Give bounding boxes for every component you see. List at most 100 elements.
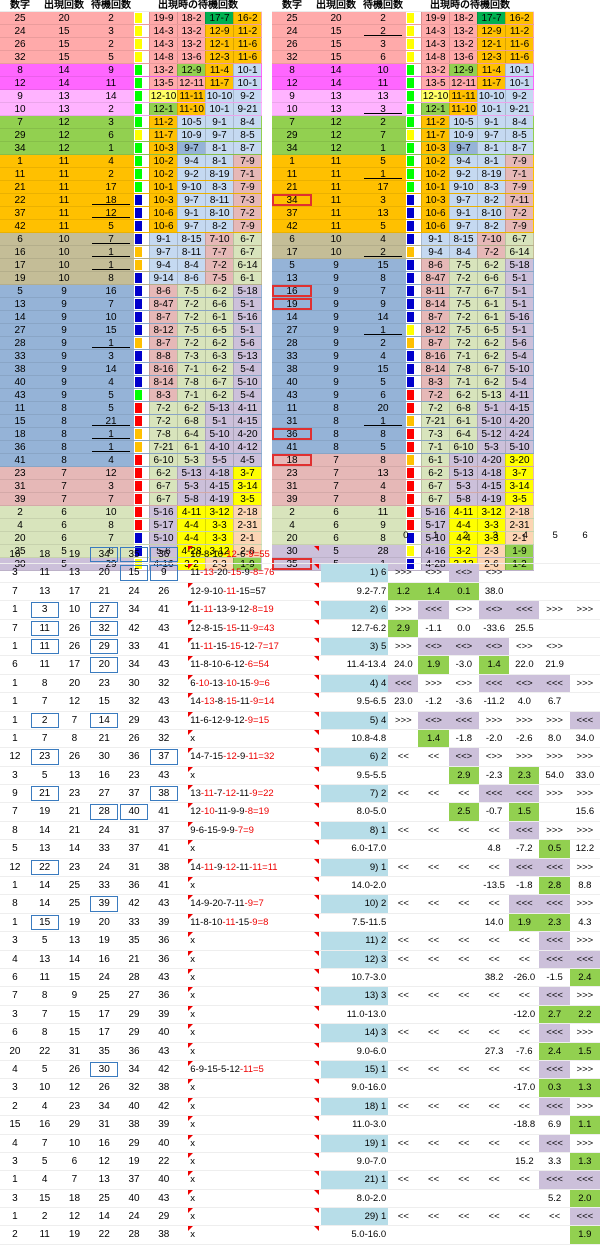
cell-gap	[415, 311, 421, 323]
bottom-grid-cell: -3.0	[455, 659, 473, 671]
cell-wait: 2	[108, 169, 114, 180]
bottom-num: 23	[30, 748, 60, 765]
cell-hist: 8-1	[205, 142, 233, 154]
cell-appear: 15	[330, 39, 342, 50]
bottom-num: 15	[30, 914, 60, 931]
cell-num: 38	[14, 364, 26, 375]
cell-hist: 2-6	[233, 545, 261, 557]
status-swatch	[134, 506, 143, 518]
bottom-num: 10	[39, 1082, 51, 1094]
left-row: 2 6 10 5-16 4-11 3-12 2-18	[0, 506, 262, 519]
cell-hist: 9-1	[149, 233, 177, 245]
bottom-num: 34	[128, 1063, 140, 1075]
bottom-grid-cell: -1.5	[546, 971, 563, 983]
cell-gap	[143, 129, 149, 141]
cell-wait: 3	[108, 481, 114, 492]
cell-wait: 18	[88, 194, 134, 206]
bottom-gap	[179, 712, 189, 729]
header-appear: 出現回数	[44, 0, 84, 11]
cell-hist: 6-1	[477, 298, 505, 310]
seq-part: -6	[200, 714, 209, 726]
bottom-grid-cell: <<<	[539, 987, 570, 1005]
bottom-seq: 11-11-13-9-12-8=19	[188, 601, 321, 618]
bottom-num: 2	[12, 1229, 18, 1241]
bottom-gap	[179, 1079, 189, 1096]
seq-part: -8	[200, 659, 209, 671]
cell-hist: 5-13	[177, 467, 205, 479]
seq-part: -11	[214, 806, 228, 818]
cell-appear: 8	[61, 455, 67, 466]
bottom-grid-cell: 2.0	[569, 1189, 600, 1208]
bottom-num: 43	[158, 971, 170, 983]
bottom-grid-cell: >>>	[576, 935, 594, 947]
bottom-num: 7	[71, 1174, 78, 1186]
cell-wait: 11	[105, 78, 117, 89]
cell-num: 39	[286, 494, 298, 505]
cell-hist: 13-2	[421, 64, 449, 76]
bottom-grid-cell: 4.8	[487, 843, 501, 855]
bottom-grid-cell	[449, 1226, 479, 1243]
bottom-row: 1 11 26 29 33 41 11-11-15-15-12-7=17 3) 5 >>> <<>…	[0, 637, 600, 657]
cell-appear: 11	[58, 221, 70, 232]
cell-hist: 7-3	[233, 194, 261, 206]
cell-wait: 4	[380, 234, 386, 245]
cell-hist: 11-7	[477, 77, 505, 89]
bottom-label: 4) 4	[320, 674, 389, 693]
bottom-num: 29	[128, 1137, 140, 1149]
bottom-num: 38	[158, 1229, 170, 1241]
cell-hist: 7-2	[421, 402, 449, 414]
cell-appear: 9	[333, 325, 339, 336]
cell-gap	[143, 38, 149, 50]
cell-hist: 7-1	[177, 389, 205, 401]
cell-hist: 10-5	[177, 116, 205, 128]
bottom-num: 37	[158, 824, 170, 836]
bottom-label: 11.4-13.4	[346, 659, 387, 671]
bottom-seq: x	[188, 1152, 321, 1170]
cell-hist: 8-4	[449, 246, 477, 258]
bottom-num: 28	[128, 1229, 140, 1241]
cell-appear: 8	[333, 416, 339, 427]
cell-num: 11	[14, 403, 26, 414]
seq-part: -13	[213, 604, 227, 616]
cell-hist: 6-7	[421, 480, 449, 492]
bottom-header-col: 4	[522, 530, 528, 541]
status-swatch	[406, 233, 415, 245]
bottom-num: 21	[30, 785, 60, 802]
left-row: 41 8 4 6-10 5-3 5-5 4-5	[0, 454, 262, 467]
cell-num: 20	[286, 533, 298, 544]
status-swatch	[134, 324, 143, 336]
bottom-grid-cell: <<<	[539, 1134, 570, 1152]
status-swatch	[406, 441, 415, 453]
cell-hist: 14-8	[421, 51, 449, 63]
bottom-gap	[179, 748, 189, 765]
bottom-grid-cell: <<	[488, 1137, 500, 1149]
cell-appear: 20	[58, 13, 70, 24]
bottom-grid-cell: >>>	[516, 714, 533, 726]
bottom-row: 1 7 12 15 32 43 14-13-8-15-11-9=14 9.5-6.5 23.0-…	[0, 693, 600, 712]
bottom-gap	[179, 1024, 189, 1041]
bottom-seq: x	[188, 1226, 321, 1243]
seq-part: -10	[223, 677, 237, 689]
seq-part: -12	[240, 640, 255, 652]
bottom-grid-cell	[539, 803, 569, 820]
cell-wait: 6	[108, 546, 114, 557]
cell-gap	[415, 90, 421, 102]
bottom-num: 12	[68, 1211, 81, 1223]
bottom-grid-cell: 22.0	[515, 659, 534, 671]
cell-num: 27	[286, 325, 298, 336]
bottom-num: 43	[158, 622, 170, 634]
left-row: 8 14 9 13-2 12-9 11-4 10-1	[0, 64, 262, 77]
cell-gap	[415, 454, 421, 466]
status-swatch	[406, 194, 415, 206]
status-swatch	[406, 246, 415, 258]
bottom-num: 23	[68, 788, 81, 800]
bottom-grid-cell: -18.8	[513, 1119, 536, 1131]
seq-part: 11	[190, 567, 201, 579]
bottom-grid-cell: <<	[488, 1100, 500, 1112]
cell-num: 19	[14, 273, 26, 284]
seq-part: -11	[236, 696, 250, 708]
cell-wait: 2	[108, 13, 114, 24]
cell-hist: 4-11	[233, 402, 261, 414]
bottom-grid-cell: >>>	[576, 1137, 594, 1149]
right-row: 17 10 2 9-4 8-4 7-2 6-14	[272, 246, 534, 259]
